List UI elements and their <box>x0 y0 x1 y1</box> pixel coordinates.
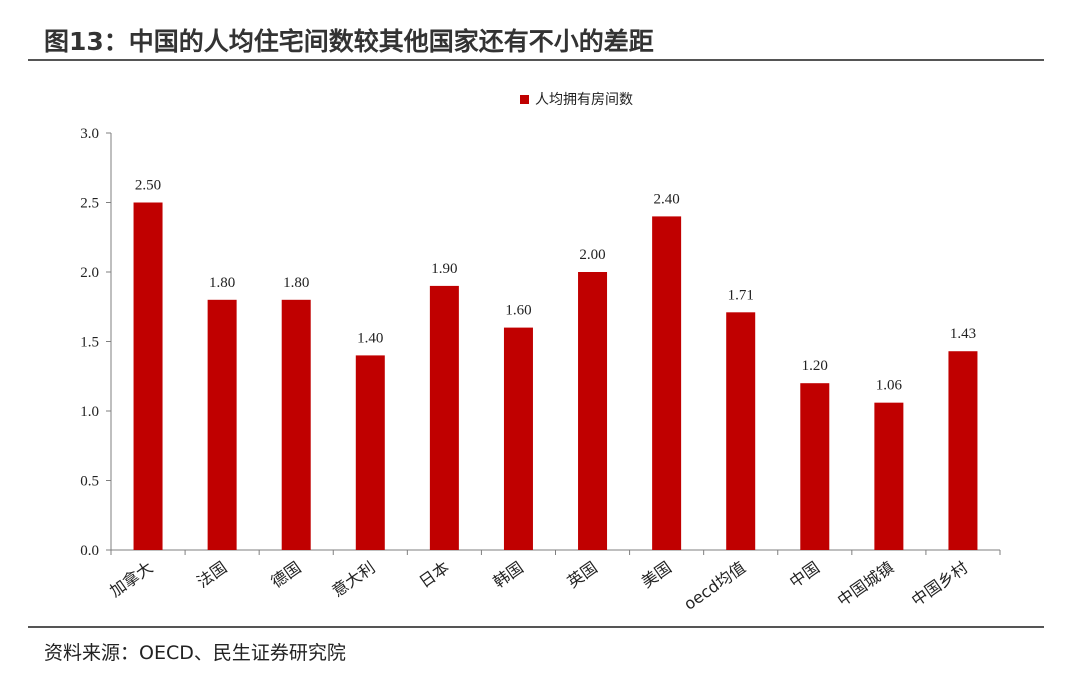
x-category-label-0: 加拿大 <box>106 558 156 601</box>
data-label-0: 2.50 <box>135 178 161 194</box>
x-category-label-3: 意大利 <box>328 558 378 601</box>
data-label-9: 1.20 <box>802 358 828 374</box>
bar-3 <box>355 355 385 550</box>
x-category-label-9: 中国 <box>786 558 823 592</box>
legend-swatch <box>520 95 529 104</box>
data-label-11: 1.43 <box>950 326 976 342</box>
bar-9 <box>800 383 830 550</box>
bar-1 <box>207 299 237 550</box>
bar-8 <box>726 312 756 550</box>
y-tick-label: 1.0 <box>80 404 99 420</box>
x-category-label-7: 美国 <box>638 558 675 592</box>
y-tick-label: 0.0 <box>80 543 99 559</box>
y-tick-label: 2.0 <box>80 265 99 281</box>
data-label-3: 1.40 <box>357 330 383 346</box>
x-category-label-8: oecd均值 <box>680 558 749 614</box>
bar-5 <box>503 327 533 550</box>
data-label-5: 1.60 <box>505 303 531 319</box>
bar-10 <box>874 402 904 550</box>
x-category-label-10: 中国城镇 <box>834 558 897 610</box>
data-label-6: 2.00 <box>579 247 605 263</box>
top-divider <box>28 59 1044 61</box>
bar-4 <box>429 285 459 550</box>
bottom-divider <box>28 626 1044 628</box>
bar-2 <box>281 299 311 550</box>
chart-title: 图13：中国的人均住宅间数较其他国家还有不小的差距 <box>44 27 654 56</box>
legend-label: 人均拥有房间数 <box>535 92 633 108</box>
source-note: 资料来源：OECD、民生证券研究院 <box>44 642 346 664</box>
data-label-7: 2.40 <box>654 191 680 207</box>
bar-7 <box>652 216 682 550</box>
y-tick-label: 3.0 <box>80 126 99 142</box>
x-category-label-5: 韩国 <box>490 558 527 592</box>
x-category-label-11: 中国乡村 <box>908 558 971 610</box>
x-category-label-4: 日本 <box>416 558 453 592</box>
data-label-10: 1.06 <box>876 378 903 394</box>
x-category-label-1: 法国 <box>193 558 230 592</box>
bar-0 <box>133 202 163 550</box>
bar-6 <box>578 272 608 550</box>
data-label-4: 1.90 <box>431 261 457 277</box>
x-category-label-2: 德国 <box>267 558 304 592</box>
y-tick-label: 1.5 <box>80 335 99 351</box>
x-category-label-6: 英国 <box>564 558 601 592</box>
data-label-8: 1.71 <box>728 287 754 303</box>
data-label-1: 1.80 <box>209 275 235 291</box>
bar-11 <box>948 351 978 550</box>
data-label-2: 1.80 <box>283 275 309 291</box>
y-tick-label: 2.5 <box>80 196 99 212</box>
y-tick-label: 0.5 <box>80 474 99 490</box>
